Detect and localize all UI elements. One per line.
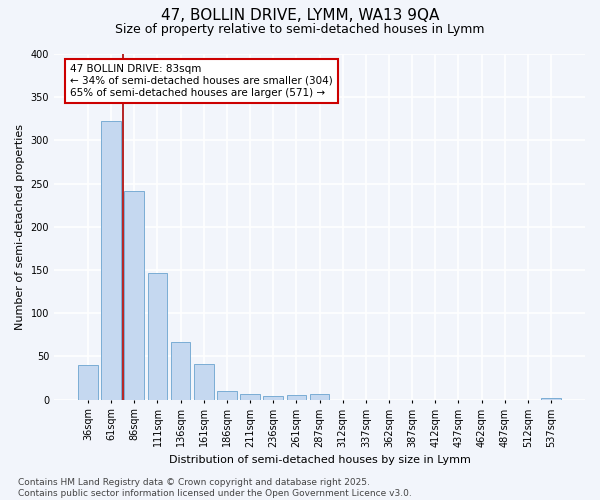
Bar — [541, 398, 561, 400]
Text: 47 BOLLIN DRIVE: 83sqm
← 34% of semi-detached houses are smaller (304)
65% of se: 47 BOLLIN DRIVE: 83sqm ← 34% of semi-det… — [70, 64, 333, 98]
Bar — [124, 190, 144, 400]
Bar — [148, 272, 167, 400]
Bar — [78, 365, 98, 400]
Bar — [287, 396, 306, 400]
Y-axis label: Number of semi-detached properties: Number of semi-detached properties — [15, 124, 25, 330]
Bar — [171, 342, 190, 400]
Bar — [194, 364, 214, 400]
Text: 47, BOLLIN DRIVE, LYMM, WA13 9QA: 47, BOLLIN DRIVE, LYMM, WA13 9QA — [161, 8, 439, 22]
Text: Size of property relative to semi-detached houses in Lymm: Size of property relative to semi-detach… — [115, 22, 485, 36]
Bar — [240, 394, 260, 400]
Text: Contains HM Land Registry data © Crown copyright and database right 2025.
Contai: Contains HM Land Registry data © Crown c… — [18, 478, 412, 498]
Bar — [263, 396, 283, 400]
Bar — [101, 122, 121, 400]
Bar — [310, 394, 329, 400]
X-axis label: Distribution of semi-detached houses by size in Lymm: Distribution of semi-detached houses by … — [169, 455, 470, 465]
Bar — [217, 391, 237, 400]
